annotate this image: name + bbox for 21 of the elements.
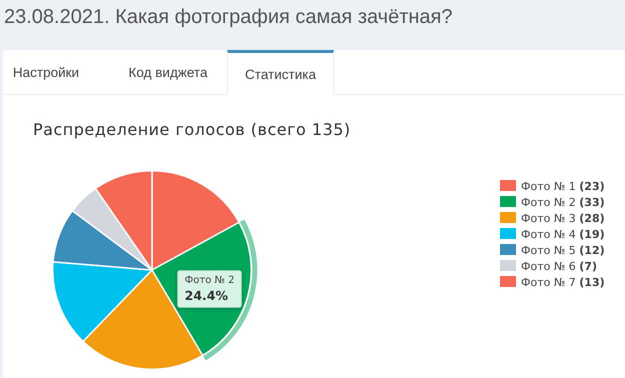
data-label: (28) [579,212,605,225]
legend-label: Фото № 4 [521,228,576,241]
slice-label: Фото № 2 [184,275,234,286]
legend-label: Фото № 2 [521,196,576,209]
legend-label: Фото № 5 [521,244,576,257]
chart-subtitle: Распределение голосов (всего 135) [33,120,351,139]
legend-label: Фото № 7 [521,276,576,289]
chart-title: 23.08.2021. Какая фотография самая зачётная? [4,6,452,29]
text: Код виджета [128,64,208,82]
legend-label: Фото № 3 [521,212,576,225]
data-label: (7) [579,260,597,273]
text: 24.4% [184,288,228,304]
data-label: (33) [579,196,605,209]
legend-label: Фото № 1 [521,180,576,193]
data-label: (13) [579,276,605,289]
text: Статистика [227,50,334,95]
data-label: (12) [579,244,605,257]
data-label: (19) [579,228,605,241]
data-label: (23) [579,180,605,193]
text: Настройки [12,64,80,82]
legend-label: Фото № 6 [521,260,576,273]
